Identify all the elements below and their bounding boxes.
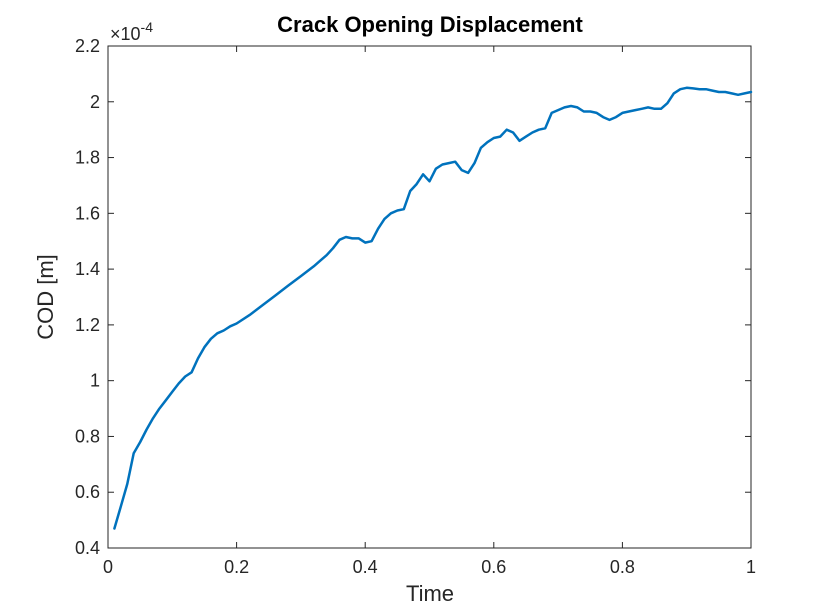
chart-title: Crack Opening Displacement — [277, 12, 583, 37]
y-tick-label: 2.2 — [75, 36, 100, 56]
x-tick-label: 0 — [103, 557, 113, 577]
y-tick-label: 2 — [90, 92, 100, 112]
y-tick-label: 1.2 — [75, 315, 100, 335]
x-axis: 0 0.2 0.4 0.6 0.8 1 — [103, 46, 756, 577]
y-axis-label: COD [m] — [33, 254, 58, 340]
y-axis: 0.4 0.6 0.8 1 1.2 1.4 1.6 1.8 2 2.2 — [75, 36, 751, 558]
y-tick-label: 1 — [90, 371, 100, 391]
plot-area — [107, 45, 752, 549]
y-exponent-power: -4 — [141, 19, 154, 35]
series-layer — [113, 86, 753, 530]
x-tick-label: 0.6 — [481, 557, 506, 577]
y-tick-label: 0.6 — [75, 482, 100, 502]
y-tick-label: 0.8 — [75, 426, 100, 446]
x-axis-label: Time — [406, 581, 454, 606]
y-exponent-label: ×10-4 — [110, 19, 153, 44]
x-tick-label: 0.4 — [353, 557, 378, 577]
x-tick-label: 0.2 — [224, 557, 249, 577]
x-tick-label: 0.8 — [610, 557, 635, 577]
y-tick-label: 1.8 — [75, 148, 100, 168]
y-tick-label: 0.4 — [75, 538, 100, 558]
y-exponent-base: ×10 — [110, 24, 141, 44]
y-tick-label: 1.4 — [75, 259, 100, 279]
series-line-1 — [113, 86, 753, 530]
y-tick-label: 1.6 — [75, 203, 100, 223]
x-tick-label: 1 — [746, 557, 756, 577]
